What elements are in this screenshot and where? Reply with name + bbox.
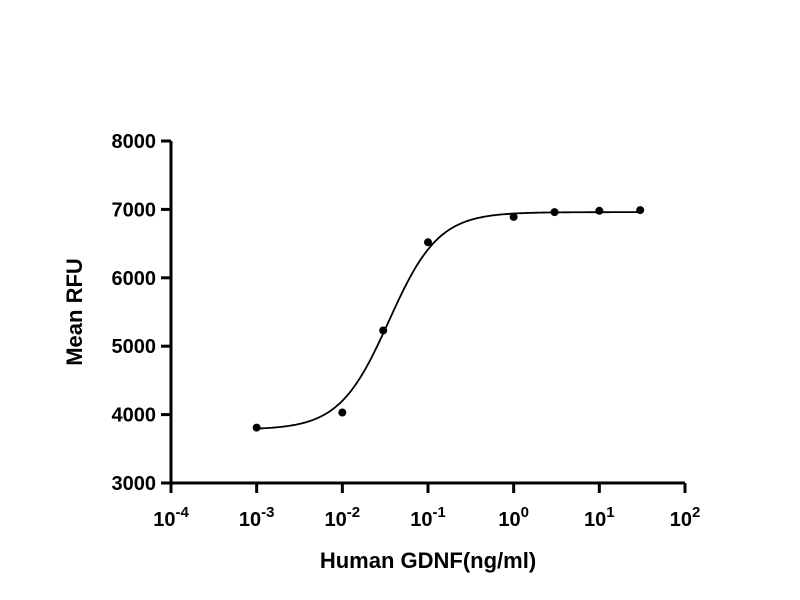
x-tick-base-1: 10 [239, 509, 261, 531]
x-tick-base-4: 10 [498, 509, 520, 531]
x-tick-label-6: 102 [670, 504, 701, 531]
x-tick-label-1: 10-3 [239, 504, 275, 531]
x-tick-base-2: 10 [325, 509, 347, 531]
x-tick-base-5: 10 [584, 509, 606, 531]
y-tick-label-3: 6000 [112, 268, 157, 290]
x-tick-base-0: 10 [153, 509, 175, 531]
x-tick-exponent-2: -2 [347, 504, 360, 521]
x-tick-exponent-5: 1 [606, 504, 614, 521]
data-point-0 [252, 423, 261, 432]
fit-curve [256, 211, 641, 430]
data-point-4 [509, 212, 518, 221]
data-point-3 [424, 238, 432, 247]
x-tick-label-0: 10-4 [153, 504, 189, 531]
axes [161, 139, 687, 493]
fit-curve-group [256, 211, 641, 430]
x-tick-label-5: 101 [584, 504, 615, 531]
y-tick-label-4: 7000 [112, 199, 157, 221]
x-tick-label-3: 10-1 [410, 504, 446, 531]
x-tick-exponent-1: -3 [261, 504, 274, 521]
y-tick-label-2: 5000 [112, 336, 157, 358]
x-tick-exponent-6: 2 [692, 504, 700, 521]
x-tick-exponent-3: -1 [432, 504, 445, 521]
data-point-1 [338, 408, 347, 417]
x-tick-exponent-0: -4 [175, 504, 189, 521]
data-point-7 [636, 206, 645, 215]
data-point-2 [379, 326, 388, 335]
data-point-6 [595, 206, 604, 215]
x-axis-title: Human GDNF(ng/ml) [320, 548, 536, 573]
y-axis-title: Mean RFU [62, 258, 87, 366]
x-tick-base-3: 10 [410, 509, 432, 531]
y-tick-label-1: 4000 [112, 405, 157, 427]
data-points-group [252, 206, 645, 432]
x-tick-label-4: 100 [498, 504, 529, 531]
x-tick-exponent-4: 0 [521, 504, 529, 521]
data-point-5 [550, 208, 559, 217]
y-tick-label-0: 3000 [112, 473, 157, 495]
y-tick-label-5: 8000 [112, 131, 157, 153]
x-tick-label-2: 10-2 [325, 504, 361, 531]
x-tick-base-6: 10 [670, 509, 692, 531]
